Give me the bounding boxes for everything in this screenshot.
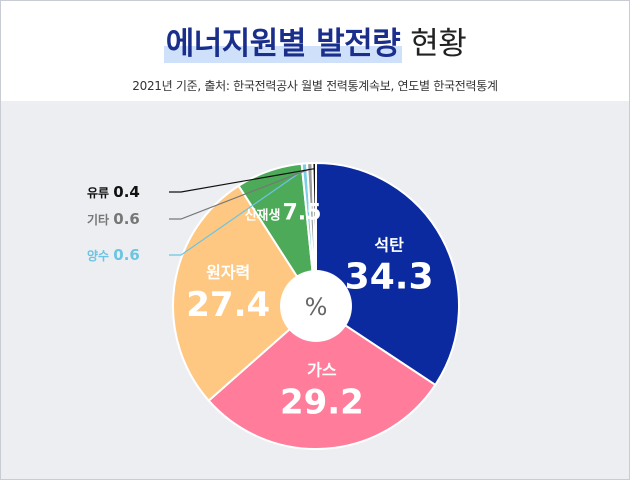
callout-label-5: 기타 0.6 [87,210,140,228]
slice-label-3: 신재생7.5 [245,201,322,226]
slice-name-0: 석탄 [374,236,404,255]
callout-label-4: 양수 0.6 [87,246,140,264]
donut-hole [280,270,352,342]
callout-label-6: 유류 0.4 [87,183,140,201]
callout-line-4 [169,168,306,256]
title-row: 에너지원별 발전량 현황 [1,18,629,63]
callout-line-5 [169,168,311,220]
callout-line-6 [169,168,315,193]
slice-value-1: 29.2 [280,383,364,423]
slice-value-0: 34.3 [345,257,434,298]
pie-slice-2 [172,184,318,402]
chart-title-suffix: 현황 [410,26,467,62]
slice-value-2: 27.4 [186,285,270,325]
slice-name-1: 가스 [307,361,337,380]
slice-value-3: 7.5 [282,201,321,226]
center-label: % [305,293,328,321]
pie-slice-1 [207,304,437,450]
chart-title: 에너지원별 발전량 [163,18,403,63]
slice-name-3: 신재생 [245,209,281,224]
chart-subtitle: 2021년 기준, 출처: 한국전력공사 월별 전력통계속보, 연도별 한국전력… [132,79,498,93]
slice-name-2: 원자력 [206,263,250,282]
